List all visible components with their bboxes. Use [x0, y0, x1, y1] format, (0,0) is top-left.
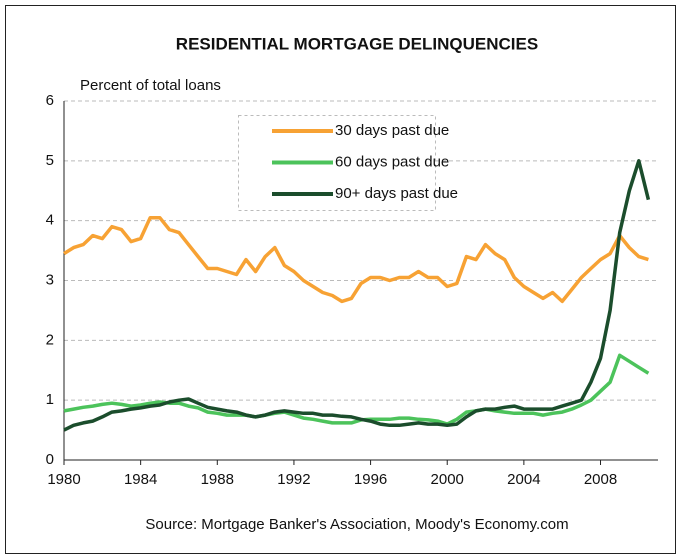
legend-box — [238, 115, 436, 211]
chart-title: RESIDENTIAL MORTGAGE DELINQUENCIES — [176, 34, 538, 53]
y-tick-label: 5 — [46, 152, 54, 169]
y-tick-label: 6 — [46, 92, 54, 109]
legend-label: 60 days past due — [335, 153, 449, 170]
y-axis-label: Percent of total loans — [80, 77, 221, 94]
series-line — [63, 215, 649, 304]
x-tick-label: 1984 — [124, 471, 157, 488]
x-tick-label: 2008 — [584, 471, 617, 488]
x-tick-label: 1980 — [47, 471, 80, 488]
series-line — [63, 353, 650, 426]
x-tick-label: 2004 — [507, 471, 540, 488]
x-tick-label: 1996 — [354, 471, 387, 488]
source: Source: Mortgage Banker's Association, M… — [145, 516, 568, 533]
legend-label: 30 days past due — [335, 122, 449, 139]
series-line — [63, 159, 651, 432]
y-tick-label: 2 — [46, 331, 54, 348]
y-tick-label: 3 — [46, 271, 54, 288]
x-tick-label: 2000 — [431, 471, 464, 488]
y-tick-label: 0 — [46, 451, 54, 468]
x-tick-label: 1992 — [277, 471, 310, 488]
x-tick-label: 1988 — [201, 471, 234, 488]
y-tick-label: 1 — [46, 391, 54, 408]
frame — [5, 5, 676, 554]
legend-label: 90+ days past due — [335, 185, 458, 202]
y-tick-label: 4 — [46, 212, 54, 229]
